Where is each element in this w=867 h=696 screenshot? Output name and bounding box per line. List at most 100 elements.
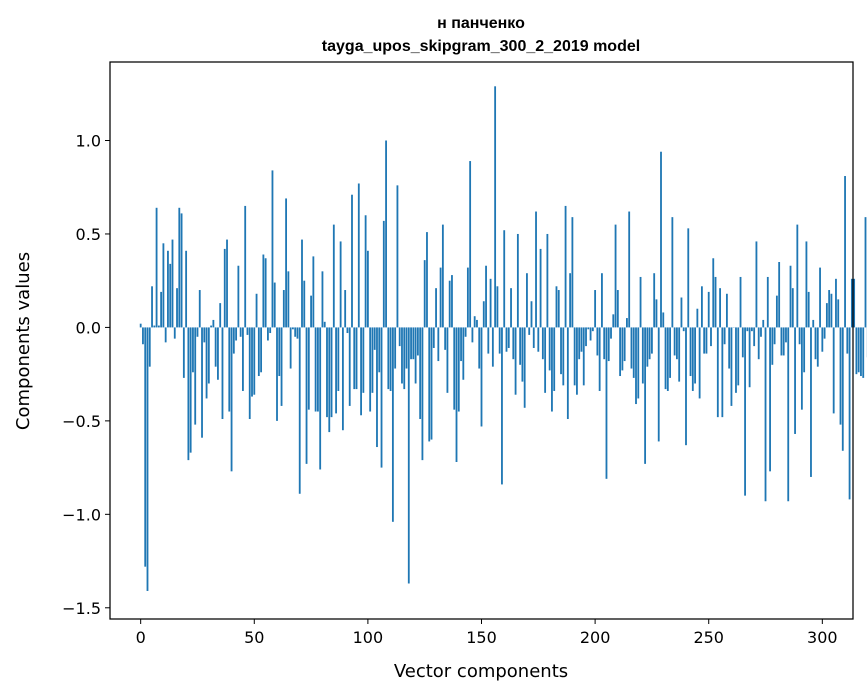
bar [260, 327, 263, 373]
bar [723, 327, 726, 345]
bar [862, 327, 865, 378]
bar [328, 327, 331, 433]
bar [307, 327, 310, 410]
bar [469, 161, 472, 328]
bar [719, 288, 721, 328]
bar [750, 327, 753, 332]
bar [439, 267, 442, 328]
bar [589, 327, 592, 341]
bar [305, 327, 308, 464]
bar [521, 327, 524, 382]
y-tick-label: 1.0 [76, 132, 101, 151]
bar [337, 327, 340, 391]
bar [605, 327, 608, 479]
bar [155, 207, 158, 328]
bar [760, 327, 762, 337]
bar [455, 327, 458, 462]
bar [271, 170, 274, 328]
bar [757, 327, 760, 360]
bar [385, 140, 387, 328]
bar [678, 327, 681, 382]
bar [800, 327, 803, 410]
bar [146, 327, 149, 591]
bar [778, 262, 781, 328]
bar [171, 239, 174, 328]
y-tick-label: −1.5 [62, 599, 101, 618]
bar [646, 327, 649, 367]
bar [716, 327, 719, 418]
bar [473, 316, 476, 328]
bar [412, 327, 415, 360]
bar [644, 327, 647, 464]
bar [389, 327, 392, 391]
bar [485, 265, 487, 328]
bar [173, 327, 176, 339]
bar [669, 327, 671, 378]
bar [860, 327, 862, 377]
bar [746, 327, 749, 332]
x-tick-label: 50 [244, 628, 264, 647]
bar [466, 267, 469, 328]
bar [721, 327, 724, 418]
bar [810, 327, 812, 477]
bar [223, 248, 226, 328]
bar [532, 327, 535, 348]
bar [344, 290, 347, 328]
bar [167, 250, 169, 328]
bar [794, 327, 796, 434]
bar [596, 327, 599, 356]
bar [841, 327, 844, 451]
bar [501, 327, 503, 485]
bar [430, 327, 433, 440]
bar [419, 327, 422, 420]
bar [682, 327, 685, 332]
bar [387, 327, 390, 390]
bar [142, 327, 144, 345]
bar [237, 265, 240, 328]
bar [557, 290, 560, 328]
bar [205, 327, 208, 399]
bar [775, 295, 778, 328]
bar [616, 290, 619, 328]
bar [203, 327, 206, 343]
bar [846, 327, 849, 354]
bar [601, 273, 603, 328]
bar [607, 327, 610, 362]
bar [435, 288, 437, 328]
bar [555, 286, 558, 328]
bar [623, 327, 626, 362]
bar [332, 224, 335, 328]
bar [244, 205, 247, 328]
bar [491, 327, 494, 367]
bar [228, 327, 231, 412]
y-tick-label: 0.0 [76, 318, 101, 337]
bar [773, 327, 776, 345]
bar [585, 327, 587, 347]
bar [864, 217, 867, 328]
bar [566, 327, 569, 420]
bar [460, 327, 462, 362]
bar [769, 327, 771, 472]
bar [844, 176, 846, 328]
bar [662, 312, 665, 328]
bar [401, 327, 403, 384]
bar [637, 327, 640, 399]
bar [632, 327, 635, 378]
bar [235, 327, 238, 341]
bar [269, 327, 272, 334]
bar [278, 327, 281, 377]
bar [366, 250, 369, 328]
bar-series [139, 86, 867, 591]
bar [725, 293, 728, 328]
bar [512, 327, 515, 360]
bar [671, 217, 674, 328]
bar [378, 327, 381, 373]
bar [282, 290, 285, 328]
bar [178, 207, 181, 328]
bar [428, 327, 431, 442]
x-tick-label: 200 [580, 628, 611, 647]
bar [505, 327, 508, 352]
bar [635, 327, 637, 405]
bar [796, 224, 799, 328]
bar [539, 248, 542, 328]
